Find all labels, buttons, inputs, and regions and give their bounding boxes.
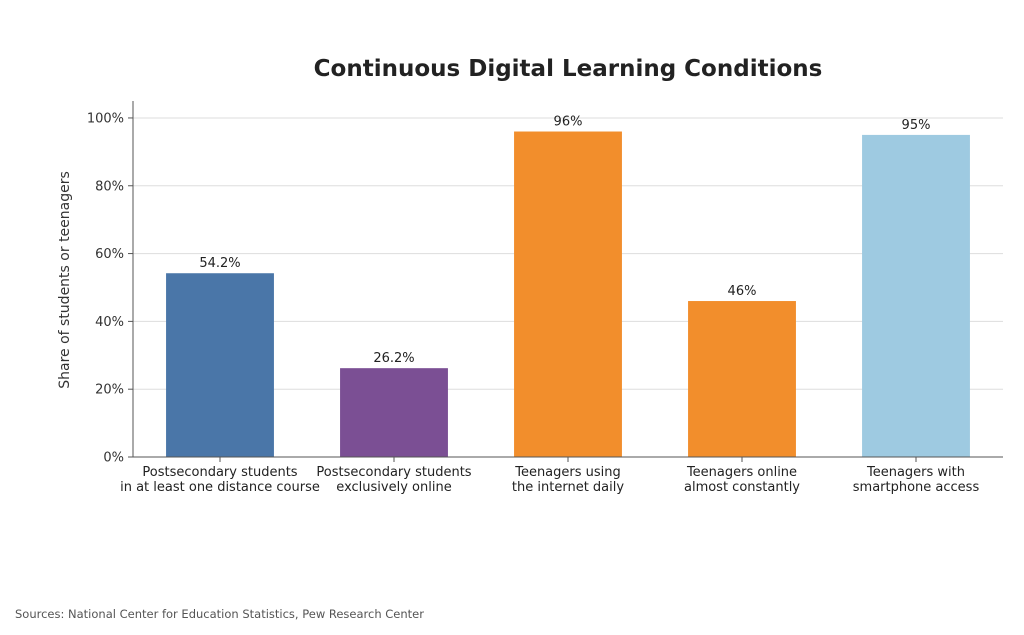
x-tick-label: in at least one distance course [120, 480, 320, 495]
x-tick-label: Teenagers online [686, 465, 797, 480]
y-tick-label: 40% [95, 315, 124, 330]
x-tick-label: Teenagers with [866, 465, 965, 480]
x-tick-label: exclusively online [336, 480, 451, 495]
bar [688, 301, 796, 457]
data-label: 54.2% [199, 256, 240, 271]
y-tick-label: 20% [95, 383, 124, 398]
bar [862, 134, 970, 457]
bar [514, 131, 622, 457]
y-tick-label: 60% [95, 247, 124, 262]
x-tick-label: the internet daily [512, 480, 624, 495]
bars [166, 131, 970, 457]
data-label: 46% [728, 284, 757, 299]
data-labels: 54.2% 26.2% 96% 46% 95% [199, 115, 930, 367]
data-label: 95% [902, 118, 931, 133]
bar [166, 273, 274, 457]
y-tick-label: 0% [103, 451, 124, 466]
x-tick-label: almost constantly [684, 480, 800, 495]
x-tick-label: Postsecondary students [142, 465, 297, 480]
bar [340, 368, 448, 457]
x-tick-label: Postsecondary students [316, 465, 471, 480]
x-tick-label: smartphone access [853, 480, 980, 495]
y-tick-label: 100% [87, 111, 124, 126]
chart-title: Continuous Digital Learning Conditions [314, 56, 823, 82]
data-label: 26.2% [373, 351, 414, 366]
y-axis-ticks: 0% 20% 40% 60% 80% 100% [87, 111, 133, 466]
y-axis-label: Share of students or teenagers [57, 171, 73, 389]
data-label: 96% [554, 115, 583, 130]
source-note: Sources: National Center for Education S… [15, 607, 424, 621]
y-tick-label: 80% [95, 179, 124, 194]
x-tick-label: Teenagers using [514, 465, 621, 480]
